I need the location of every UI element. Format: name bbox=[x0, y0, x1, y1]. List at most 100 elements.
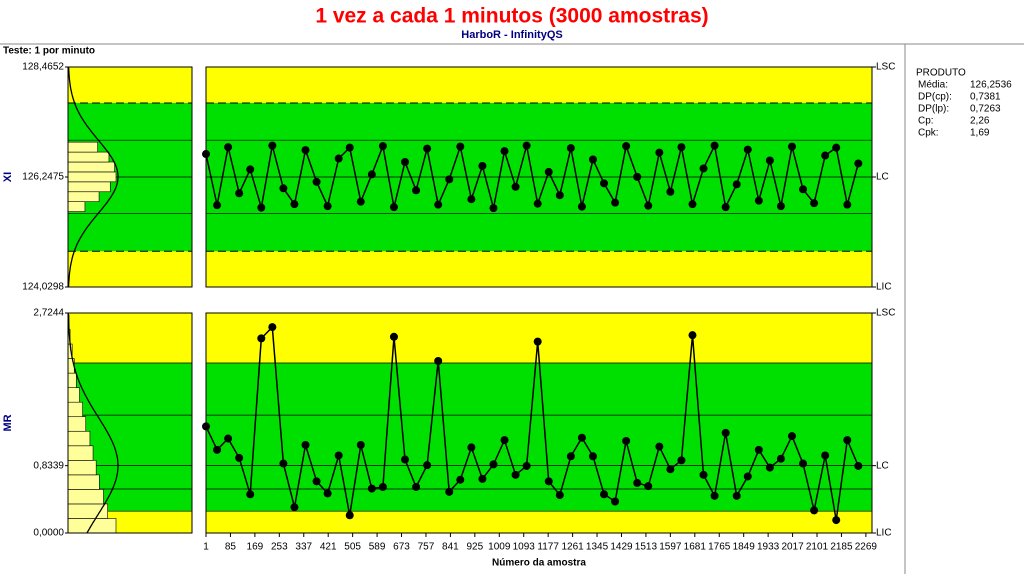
x-tick-label: 169 bbox=[247, 542, 264, 553]
stat-value: 0,7381 bbox=[970, 92, 1001, 103]
x-tick-label: 2017 bbox=[781, 542, 804, 553]
limit-label: LSC bbox=[876, 308, 895, 319]
x-tick-label: 85 bbox=[225, 542, 237, 553]
x-tick-label: 253 bbox=[271, 542, 288, 553]
data-point bbox=[445, 175, 454, 184]
data-point bbox=[367, 484, 376, 493]
data-line bbox=[205, 325, 859, 521]
data-point bbox=[323, 202, 332, 211]
x-tick-label: 1513 bbox=[635, 542, 658, 553]
data-point bbox=[268, 141, 277, 150]
y-axis-label: XI bbox=[2, 172, 14, 182]
data-point bbox=[356, 440, 365, 449]
data-point bbox=[754, 445, 763, 454]
data-point bbox=[544, 167, 553, 176]
limit-label: LSC bbox=[876, 62, 895, 73]
limit-label: LIC bbox=[876, 528, 892, 539]
subtitle: HarboR - InfinityQS bbox=[461, 29, 562, 41]
data-point bbox=[301, 146, 310, 155]
data-point bbox=[588, 155, 597, 164]
data-point bbox=[666, 465, 675, 474]
data-point bbox=[544, 477, 553, 486]
data-point bbox=[434, 200, 443, 209]
data-point bbox=[345, 143, 354, 152]
histogram-bar bbox=[67, 372, 77, 388]
data-point bbox=[533, 337, 542, 346]
data-point bbox=[600, 490, 609, 499]
data-point bbox=[367, 170, 376, 179]
x-tick-label: 2269 bbox=[855, 542, 878, 553]
stats-title: PRODUTO bbox=[916, 68, 966, 79]
data-point bbox=[478, 474, 487, 483]
data-point bbox=[257, 334, 266, 343]
data-point bbox=[832, 516, 841, 525]
data-point bbox=[323, 489, 332, 498]
x-tick-label: 505 bbox=[344, 542, 361, 553]
data-point bbox=[721, 203, 730, 212]
stat-label: Cpk: bbox=[918, 128, 939, 139]
data-point bbox=[224, 434, 233, 443]
data-point bbox=[854, 159, 863, 168]
data-point bbox=[666, 187, 675, 196]
data-point bbox=[301, 440, 310, 449]
histogram-bar bbox=[67, 401, 83, 418]
data-point bbox=[522, 461, 531, 470]
stat-label: Média: bbox=[918, 80, 948, 91]
data-point bbox=[611, 497, 620, 506]
data-point bbox=[290, 200, 299, 209]
data-point bbox=[533, 199, 542, 208]
data-point bbox=[434, 356, 443, 365]
data-point bbox=[655, 442, 664, 451]
normal-curve bbox=[67, 312, 119, 534]
limit-label: LIC bbox=[876, 282, 892, 293]
stat-label: DP(cp): bbox=[918, 92, 952, 103]
histogram-bar bbox=[67, 201, 86, 212]
data-point bbox=[710, 491, 719, 500]
data-point bbox=[677, 143, 686, 152]
normal-curve bbox=[67, 66, 119, 288]
data-point bbox=[566, 452, 575, 461]
data-point bbox=[688, 200, 697, 209]
data-point bbox=[600, 179, 609, 188]
x-tick-label: 1261 bbox=[561, 542, 584, 553]
data-point bbox=[456, 142, 465, 151]
test-label: Teste: 1 por minuto bbox=[3, 46, 95, 57]
data-point bbox=[843, 200, 852, 209]
data-point bbox=[334, 154, 343, 163]
data-point bbox=[644, 201, 653, 210]
data-point bbox=[522, 141, 531, 150]
x-tick-label: 1009 bbox=[488, 542, 511, 553]
data-point bbox=[611, 198, 620, 207]
data-point bbox=[257, 203, 266, 212]
data-point bbox=[268, 323, 277, 332]
data-point bbox=[467, 195, 476, 204]
data-point bbox=[246, 165, 255, 174]
data-point bbox=[334, 451, 343, 460]
x-tick-label: 673 bbox=[393, 542, 410, 553]
data-point bbox=[279, 184, 288, 193]
data-point bbox=[810, 199, 819, 208]
stat-label: DP(lp): bbox=[918, 104, 949, 115]
histogram-bar bbox=[67, 161, 115, 173]
histogram-bar bbox=[67, 416, 87, 432]
data-point bbox=[787, 142, 796, 151]
histogram-bar bbox=[67, 141, 98, 153]
data-point bbox=[633, 478, 642, 487]
data-point bbox=[566, 144, 575, 153]
data-point bbox=[412, 186, 421, 195]
green-band bbox=[206, 363, 872, 512]
data-point bbox=[699, 164, 708, 173]
data-point bbox=[588, 452, 597, 461]
data-point bbox=[810, 506, 819, 515]
y-axis-label: MR bbox=[2, 414, 14, 431]
data-point bbox=[500, 147, 509, 156]
data-point bbox=[224, 143, 233, 152]
x-tick-label: 925 bbox=[467, 542, 484, 553]
data-point bbox=[389, 332, 398, 341]
data-point bbox=[511, 470, 520, 479]
data-point bbox=[356, 197, 365, 206]
x-tick-label: 1849 bbox=[733, 542, 756, 553]
data-point bbox=[345, 511, 354, 520]
histogram-bar bbox=[67, 171, 117, 183]
